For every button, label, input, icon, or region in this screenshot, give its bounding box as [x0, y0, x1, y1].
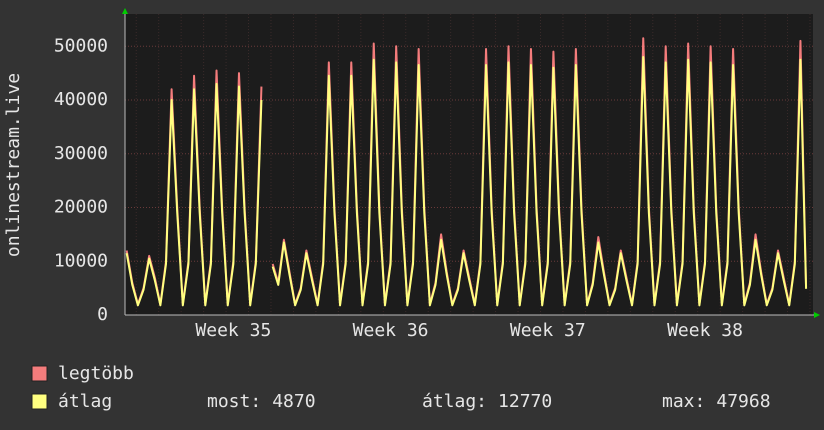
y-axis-arrow: [122, 8, 128, 14]
marks: [125, 37, 808, 307]
grid: 0 10000 20000 30000 40000 50000 Week 35 Week 36…: [54, 14, 813, 341]
stat-value: 12770: [498, 391, 552, 412]
legend-swatch: [31, 393, 48, 410]
y-tick-label: 50000: [54, 35, 108, 56]
y-axis-label: onlinestream.live: [3, 73, 24, 257]
x-axis-arrow: [814, 312, 820, 318]
legend-swatch: [31, 365, 48, 382]
stat: átlag: 12770: [422, 391, 552, 412]
y-tick-label: 30000: [54, 143, 108, 164]
series-line: [125, 56, 808, 307]
stat-value: 47968: [716, 391, 770, 412]
y-tick-label: 0: [97, 304, 108, 325]
x-tick-label: Week 37: [510, 320, 586, 341]
x-tick-label: Week 38: [667, 320, 743, 341]
y-tick-label: 10000: [54, 250, 108, 271]
stat-label: átlag:: [422, 391, 487, 412]
x-tick-label: Week 35: [195, 320, 271, 341]
y-tick-label: 20000: [54, 197, 108, 218]
legend-label: legtöbb: [58, 363, 134, 384]
stat: max: 47968: [662, 391, 771, 412]
x-tick-label: Week 36: [353, 320, 429, 341]
legend-label: átlag: [58, 391, 112, 412]
plot-area: [125, 14, 813, 315]
legend: legtöbb átlag most: 4870 átlag: 12770 max: 4796…: [31, 363, 771, 412]
stat-value: 4870: [272, 391, 315, 412]
stat: most: 4870: [207, 391, 316, 412]
stat-label: max:: [662, 391, 705, 412]
y-tick-label: 40000: [54, 89, 108, 110]
stat-label: most:: [207, 391, 261, 412]
